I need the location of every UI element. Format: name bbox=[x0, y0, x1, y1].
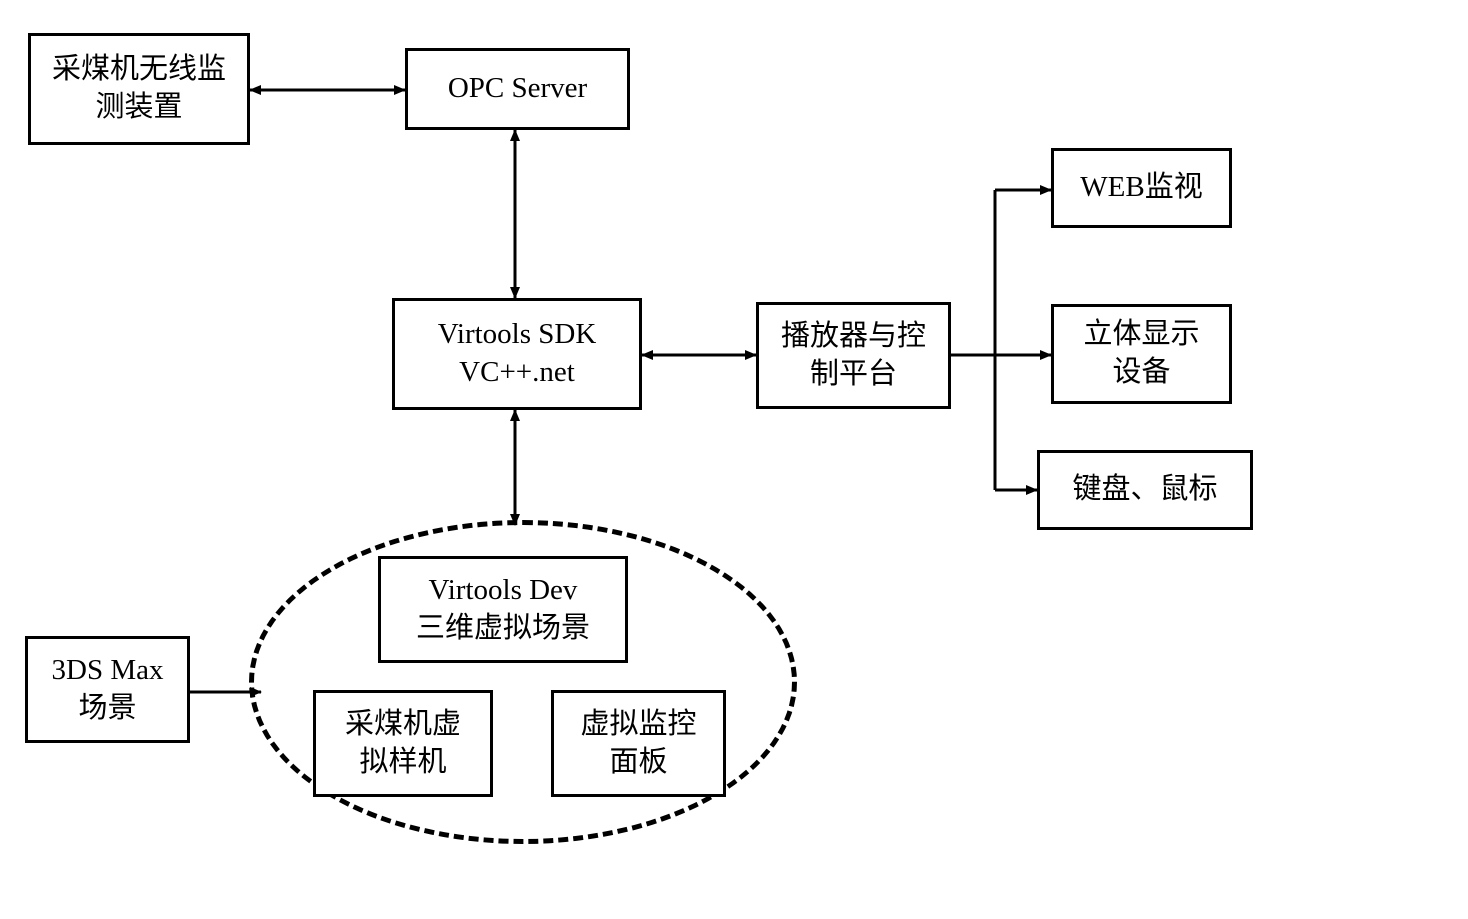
stereo-display-box: 立体显示 设备 bbox=[1051, 304, 1232, 404]
virtual-panel-box: 虚拟监控 面板 bbox=[551, 690, 726, 797]
virtual-prototype-box: 采煤机虚 拟样机 bbox=[313, 690, 493, 797]
web-line1: WEB监视 bbox=[1080, 169, 1202, 207]
panel-line2: 面板 bbox=[609, 744, 667, 782]
opc-server-box: OPC Server bbox=[405, 48, 630, 130]
wireless-line1: 采煤机无线监 bbox=[52, 51, 226, 89]
sdk-line2: VC++.net bbox=[459, 354, 575, 392]
sdk-box: Virtools SDK VC++.net bbox=[392, 298, 642, 410]
max-line2: 场景 bbox=[78, 690, 136, 728]
keyboard-line1: 键盘、鼠标 bbox=[1072, 471, 1217, 509]
opc-line1: OPC Server bbox=[448, 70, 587, 108]
sdk-line1: Virtools SDK bbox=[438, 316, 597, 354]
panel-line1: 虚拟监控 bbox=[580, 706, 696, 744]
proto-line1: 采煤机虚 bbox=[345, 706, 461, 744]
wireless-monitoring-box: 采煤机无线监 测装置 bbox=[28, 33, 250, 145]
player-box: 播放器与控 制平台 bbox=[756, 302, 951, 409]
virtools-dev-box: Virtools Dev 三维虚拟场景 bbox=[378, 556, 628, 663]
3dsmax-box: 3DS Max 场景 bbox=[25, 636, 190, 743]
player-line2: 制平台 bbox=[810, 356, 897, 394]
proto-line2: 拟样机 bbox=[359, 744, 446, 782]
keyboard-mouse-box: 键盘、鼠标 bbox=[1037, 450, 1253, 530]
stereo-line1: 立体显示 bbox=[1083, 316, 1199, 354]
vdev-line2: 三维虚拟场景 bbox=[416, 610, 590, 648]
vdev-line1: Virtools Dev bbox=[429, 572, 578, 610]
max-line1: 3DS Max bbox=[52, 652, 164, 690]
web-monitor-box: WEB监视 bbox=[1051, 148, 1232, 228]
wireless-line2: 测装置 bbox=[95, 89, 182, 127]
player-line1: 播放器与控 bbox=[781, 318, 926, 356]
stereo-line2: 设备 bbox=[1112, 354, 1170, 392]
